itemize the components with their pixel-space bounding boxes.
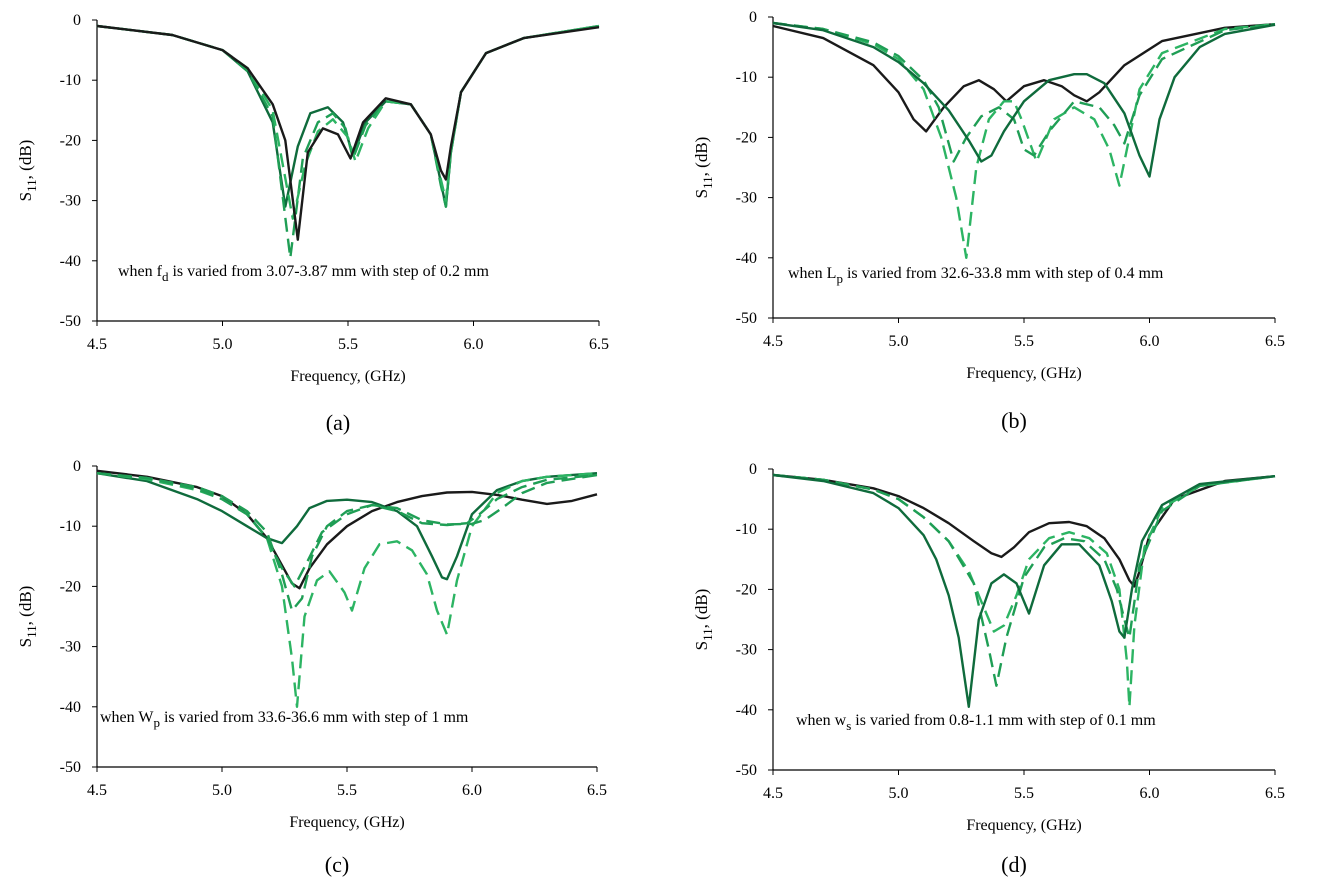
- x-tick-label: 6.0: [464, 336, 484, 353]
- y-axis-label: S11, (dB): [16, 140, 39, 202]
- series-line-1: [96, 469, 598, 590]
- y-tick-label: -50: [736, 310, 757, 327]
- y-tick-label: 0: [73, 458, 81, 475]
- x-tick-label: 6.0: [462, 782, 482, 799]
- y-tick-label: -20: [60, 578, 81, 595]
- y-tick-label: 0: [749, 461, 757, 478]
- y-tick-label: -20: [736, 581, 757, 598]
- chart-panel-a: 0 -10 -20 -30 -40 -50 4.5 5.0 5.5 6.0 6.5 Frequency…: [16, 12, 609, 435]
- y-axis-label: S11, (dB): [16, 586, 39, 648]
- x-tick-label: 4.5: [87, 336, 107, 353]
- annotation-text: when Lp is varied from 32.6-33.8 mm with…: [788, 265, 1164, 286]
- x-axis-label: Frequency, (GHz): [289, 814, 404, 831]
- y-axis-label-main: S: [16, 192, 35, 201]
- chart-panel-c: 0 -10 -20 -30 -40 -50 4.5 5.0 5.5 6.0 6.5 Frequency…: [16, 458, 607, 877]
- series-line-1: [96, 24, 600, 208]
- y-tick-label: -10: [60, 518, 81, 535]
- y-axis-label: S11, (dB): [692, 137, 715, 199]
- y-axis-label-unit: , (dB): [692, 589, 711, 629]
- x-tick-label: 4.5: [763, 785, 783, 802]
- y-tick-label: -10: [736, 521, 757, 538]
- y-tick-label: -50: [736, 762, 757, 779]
- x-axis-label: Frequency, (GHz): [966, 817, 1081, 834]
- series-line-1: [772, 473, 1276, 588]
- y-axis-label-subscript: 11: [24, 625, 39, 638]
- series-line-4: [772, 473, 1276, 708]
- series-line-3: [772, 21, 1276, 163]
- y-tick-label: -40: [60, 253, 81, 270]
- series-line-1: [772, 23, 1276, 133]
- series-line-3: [96, 24, 600, 220]
- y-tick-label: -30: [736, 642, 757, 659]
- x-tick-label: 5.5: [1014, 333, 1034, 350]
- panel-caption: (c): [325, 852, 349, 877]
- panel-caption: (d): [1001, 852, 1027, 877]
- x-tick-label: 6.0: [1140, 785, 1160, 802]
- x-axis-label: Frequency, (GHz): [290, 368, 405, 385]
- y-axis-label-unit: , (dB): [16, 586, 35, 626]
- y-tick-label: 0: [73, 12, 81, 29]
- x-axis-label: Frequency, (GHz): [966, 365, 1081, 382]
- y-axis-label: S11, (dB): [692, 589, 715, 651]
- x-tick-label: 4.5: [763, 333, 783, 350]
- y-tick-label: -50: [60, 759, 81, 776]
- x-tick-label: 5.5: [337, 782, 357, 799]
- x-tick-label: 5.0: [213, 336, 233, 353]
- chart-panel-b: 0 -10 -20 -30 -40 -50 4.5 5.0 5.5 6.0 6.5 Frequency…: [692, 9, 1285, 433]
- series-line-3: [772, 473, 1276, 687]
- y-axis-label-main: S: [692, 189, 711, 198]
- chart-panel-d: 0 -10 -20 -30 -40 -50 4.5 5.0 5.5 6.0 6.5 Frequency…: [692, 461, 1285, 877]
- y-tick-label: -20: [60, 132, 81, 149]
- series-line-3: [96, 472, 598, 708]
- y-tick-label: -30: [736, 190, 757, 207]
- series-line-4: [96, 24, 600, 241]
- x-tick-label: 6.0: [1140, 333, 1160, 350]
- annotation-text: when ws is varied from 0.8-1.1 mm with s…: [796, 712, 1156, 733]
- y-axis-label-subscript: 11: [700, 628, 715, 641]
- y-tick-label: -10: [736, 69, 757, 86]
- y-tick-label: -40: [60, 699, 81, 716]
- y-axis-label-unit: , (dB): [16, 140, 35, 180]
- y-axis-label-subscript: 11: [24, 179, 39, 192]
- y-tick-label: -40: [736, 702, 757, 719]
- y-tick-label: -20: [736, 129, 757, 146]
- y-tick-label: -30: [60, 639, 81, 656]
- annotation-text: when Wp is varied from 33.6-36.6 mm with…: [100, 709, 469, 730]
- y-tick-label: -50: [60, 313, 81, 330]
- y-axis-label-subscript: 11: [700, 176, 715, 189]
- panel-caption: (b): [1001, 408, 1027, 433]
- y-tick-label: -30: [60, 193, 81, 210]
- x-tick-label: 4.5: [87, 782, 107, 799]
- series-line-5: [96, 472, 598, 588]
- x-tick-label: 5.0: [889, 785, 909, 802]
- x-tick-label: 6.5: [587, 782, 607, 799]
- y-tick-label: 0: [749, 9, 757, 26]
- x-tick-label: 5.0: [889, 333, 909, 350]
- y-axis-label-main: S: [16, 638, 35, 647]
- y-tick-label: -40: [736, 250, 757, 267]
- series-line-2: [772, 21, 1276, 259]
- x-tick-label: 6.5: [1265, 785, 1285, 802]
- x-tick-label: 5.0: [212, 782, 232, 799]
- x-tick-label: 6.5: [1265, 333, 1285, 350]
- x-tick-label: 5.5: [1014, 785, 1034, 802]
- y-axis-label-main: S: [692, 641, 711, 650]
- series-line-2: [96, 472, 598, 581]
- panel-caption: (a): [326, 410, 350, 435]
- y-tick-label: -10: [60, 72, 81, 89]
- x-tick-label: 5.5: [338, 336, 358, 353]
- series-line-2: [772, 473, 1276, 708]
- series-line-4: [772, 21, 1276, 178]
- y-axis-label-unit: , (dB): [692, 137, 711, 177]
- series-line-4: [96, 472, 598, 612]
- x-tick-label: 6.5: [589, 336, 609, 353]
- annotation-text: when fd is varied from 3.07-3.87 mm with…: [118, 263, 489, 284]
